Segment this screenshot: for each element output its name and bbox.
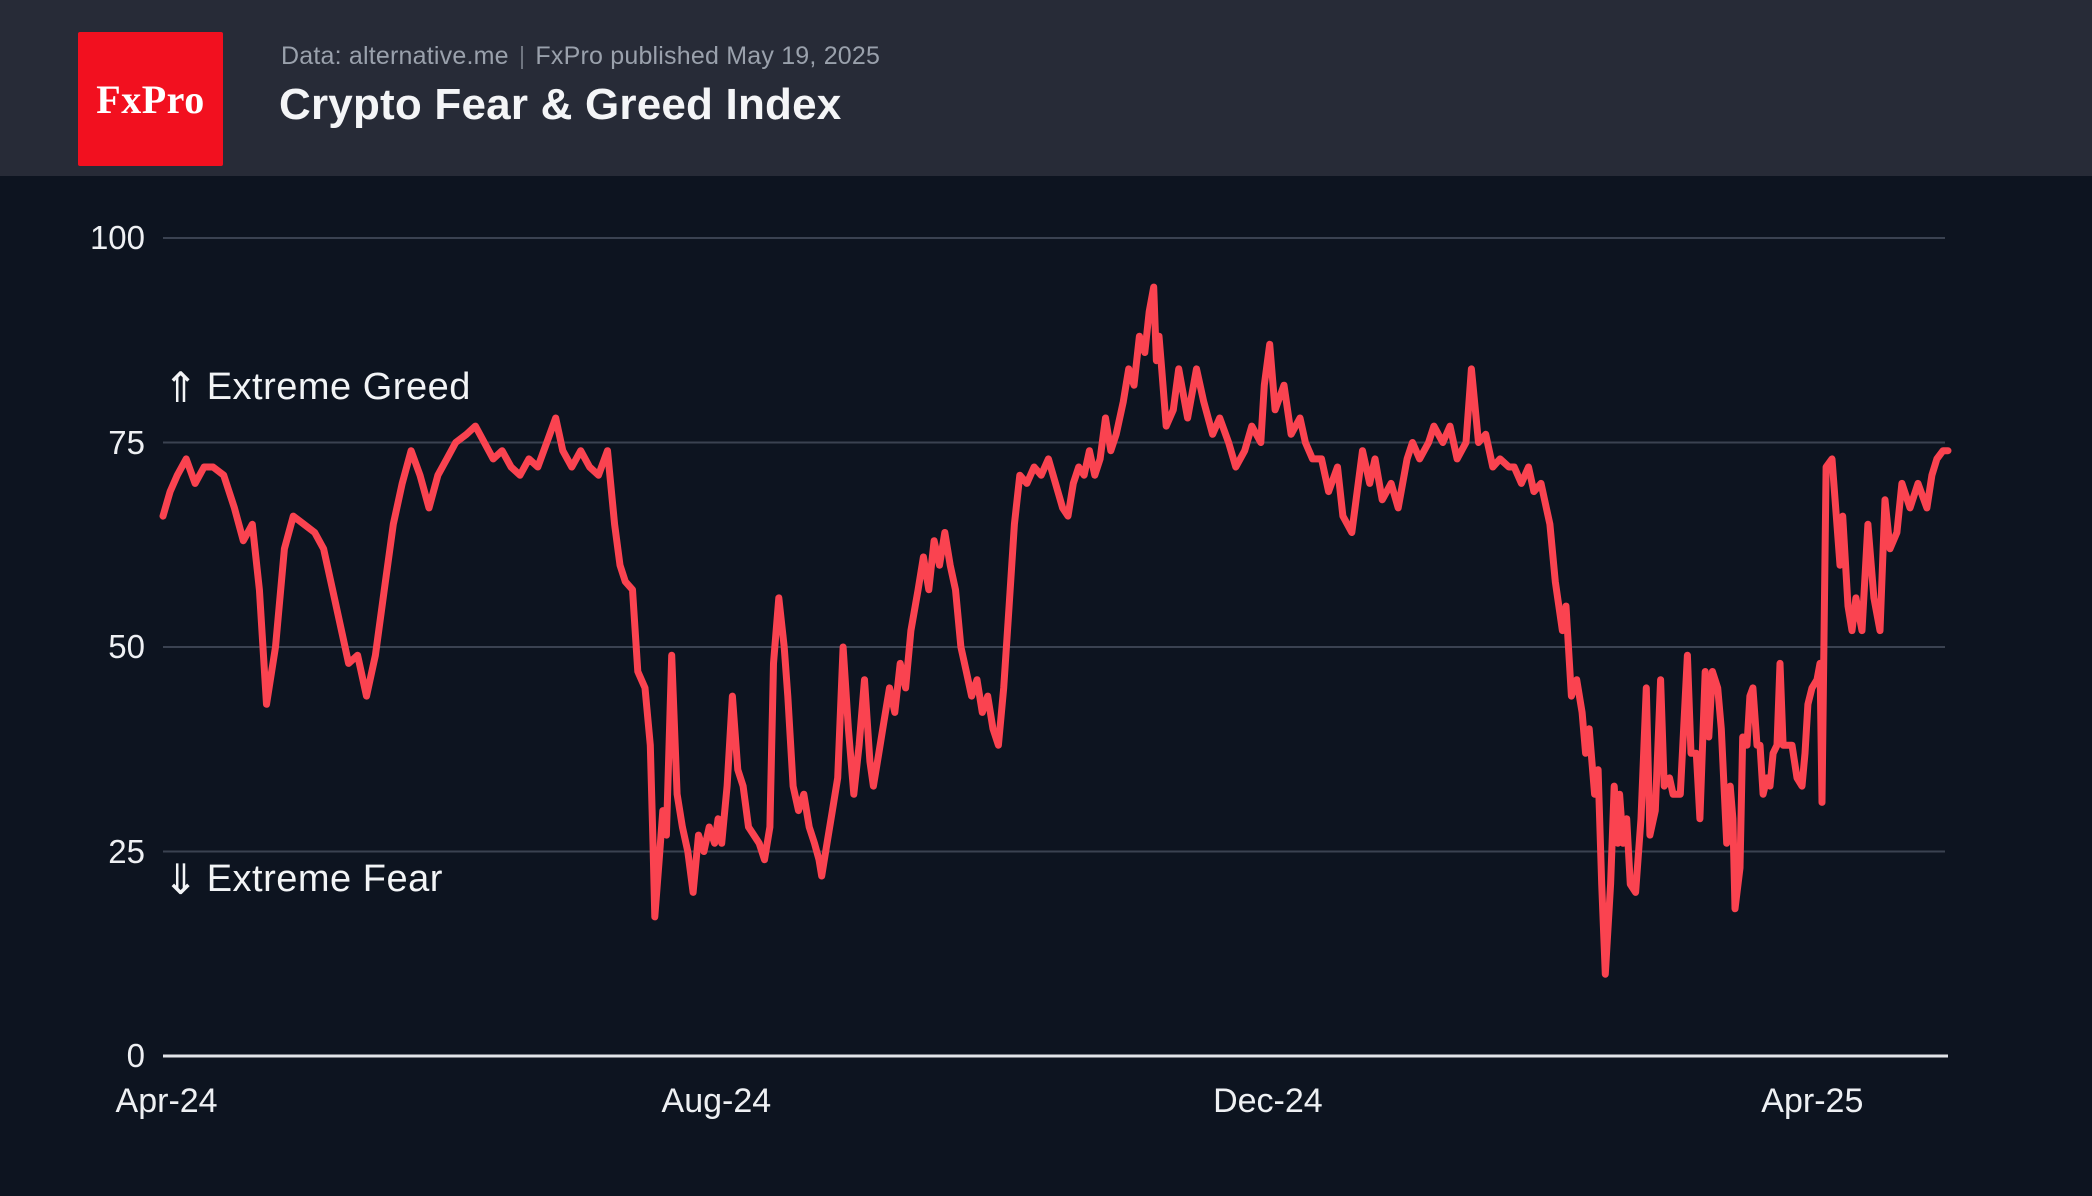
header-bar: FxPro Data: alternative.me | FxPro publish… bbox=[0, 0, 2092, 176]
chart-subtitle: Data: alternative.me | FxPro published May… bbox=[281, 42, 880, 71]
double-up-arrow-icon: ⇑ bbox=[163, 363, 199, 411]
subtitle-divider: | bbox=[518, 42, 526, 70]
published-label: FxPro published May 19, 2025 bbox=[535, 42, 881, 70]
fear-greed-line-series bbox=[159, 283, 1952, 978]
y-axis-tick-label-0: 0 bbox=[126, 1037, 145, 1074]
data-source-label: Data: alternative.me bbox=[281, 42, 509, 70]
x-axis-tick-label-Apr-25: Apr-25 bbox=[1761, 1082, 1864, 1120]
y-axis-tick-label-75: 75 bbox=[108, 423, 145, 461]
double-down-arrow-icon: ⇓ bbox=[163, 855, 199, 903]
x-axis-tick-label-Apr-24: Apr-24 bbox=[115, 1082, 218, 1120]
gridlines bbox=[163, 237, 1945, 853]
x-axis-tick-label-Dec-24: Dec-24 bbox=[1213, 1082, 1323, 1120]
y-axis-tick-label-25: 25 bbox=[108, 832, 145, 870]
extreme-fear-annotation: ⇓ Extreme Fear bbox=[163, 858, 443, 901]
fxpro-logo-text: FxPro bbox=[96, 76, 205, 122]
page-title: Crypto Fear & Greed Index bbox=[279, 80, 842, 129]
fxpro-logo: FxPro bbox=[78, 32, 223, 166]
y-axis-tick-label-100: 100 bbox=[89, 219, 145, 256]
extreme-greed-label: Extreme Greed bbox=[206, 366, 471, 408]
extreme-fear-label: Extreme Fear bbox=[206, 858, 443, 900]
extreme-greed-annotation: ⇑ Extreme Greed bbox=[163, 366, 471, 409]
x-axis-tick-label-Aug-24: Aug-24 bbox=[661, 1082, 772, 1120]
y-axis-tick-label-50: 50 bbox=[108, 628, 145, 665]
